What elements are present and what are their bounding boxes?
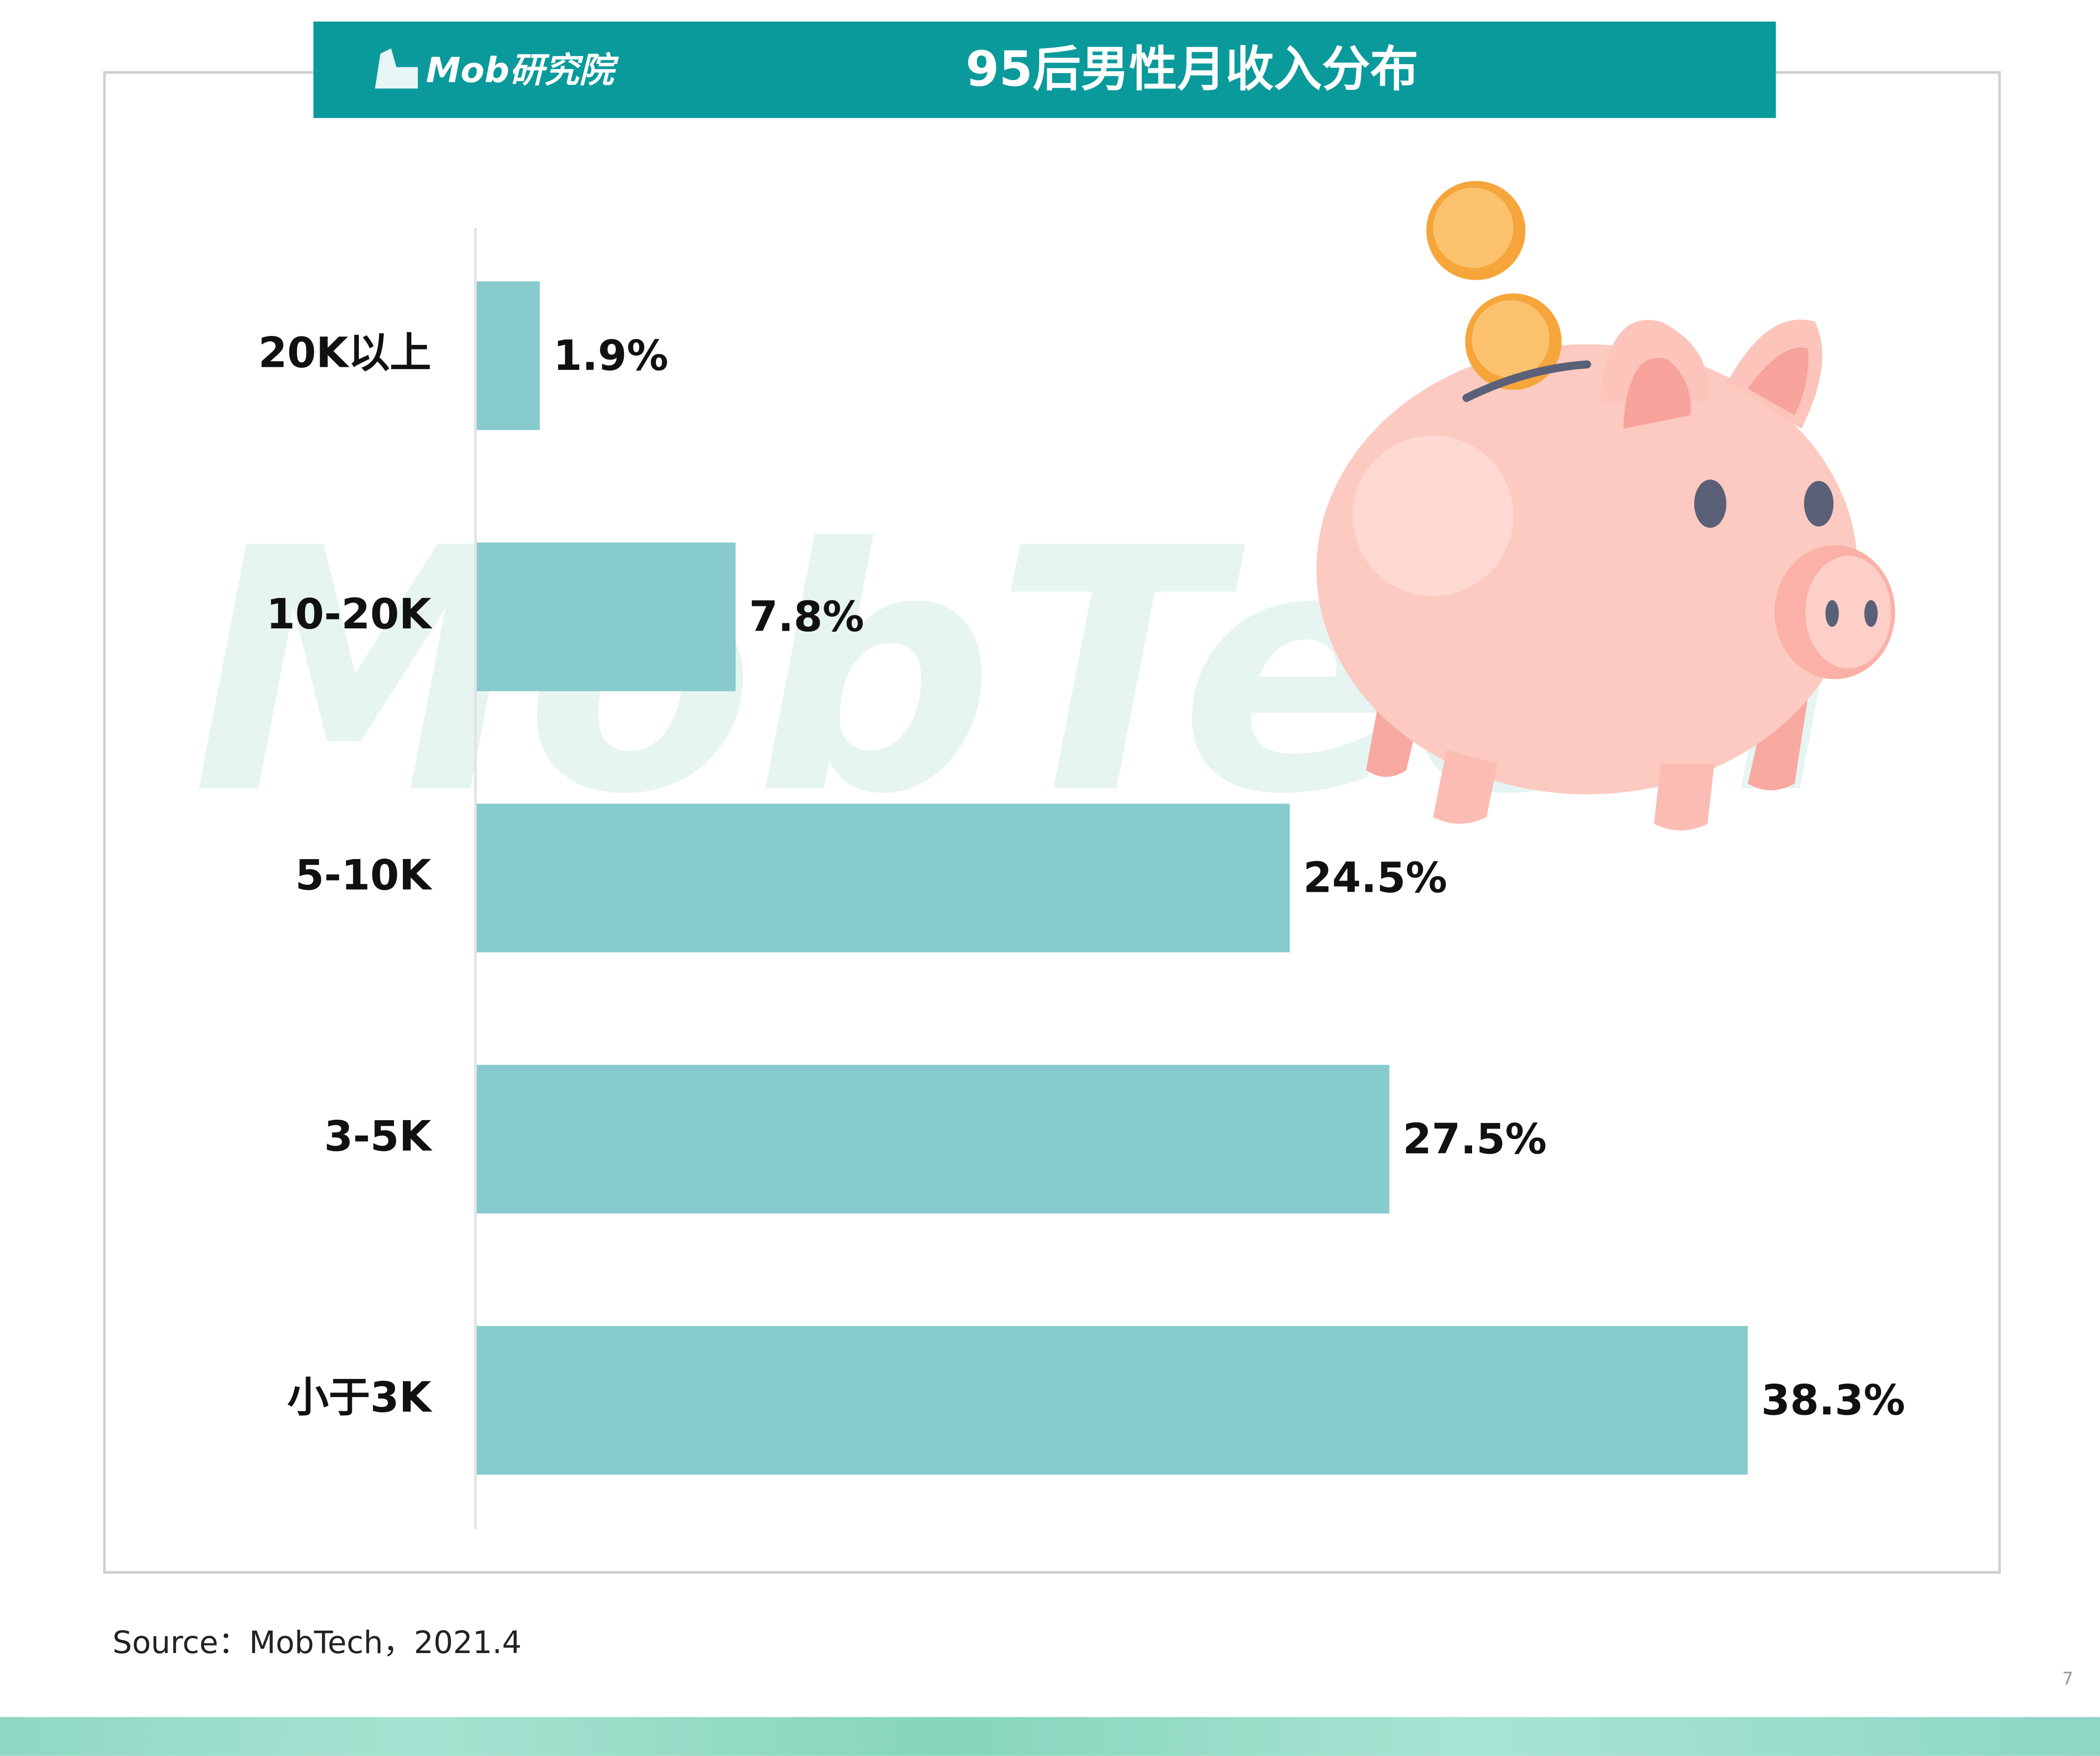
value-label: 7.8% (749, 592, 864, 641)
bar (476, 1064, 1390, 1214)
bar (476, 1326, 1748, 1475)
category-label: 10-20K (266, 590, 433, 638)
value-label: 38.3% (1761, 1376, 1905, 1424)
logo: Mob研究院 (426, 50, 619, 90)
source: Source：MobTech，2021.4 (112, 1625, 521, 1661)
bottom-strip (0, 1717, 2100, 1756)
category-label: 20K以上 (258, 329, 431, 377)
piggy-bank (1316, 181, 1896, 831)
logo-icon (375, 48, 418, 89)
bar (476, 803, 1290, 953)
value-label: 24.5% (1303, 854, 1447, 902)
bar (476, 281, 540, 430)
header-bar (313, 22, 1776, 118)
page-number: 7 (2062, 1668, 2073, 1689)
value-label: 1.9% (553, 331, 668, 379)
value-label: 27.5% (1403, 1115, 1547, 1163)
title: 95后男性月收入分布 (966, 41, 1419, 97)
category-label: 3-5K (324, 1112, 433, 1160)
category-label: 5-10K (295, 851, 433, 899)
bar (476, 542, 736, 692)
category-label: 小于3K (287, 1373, 433, 1421)
